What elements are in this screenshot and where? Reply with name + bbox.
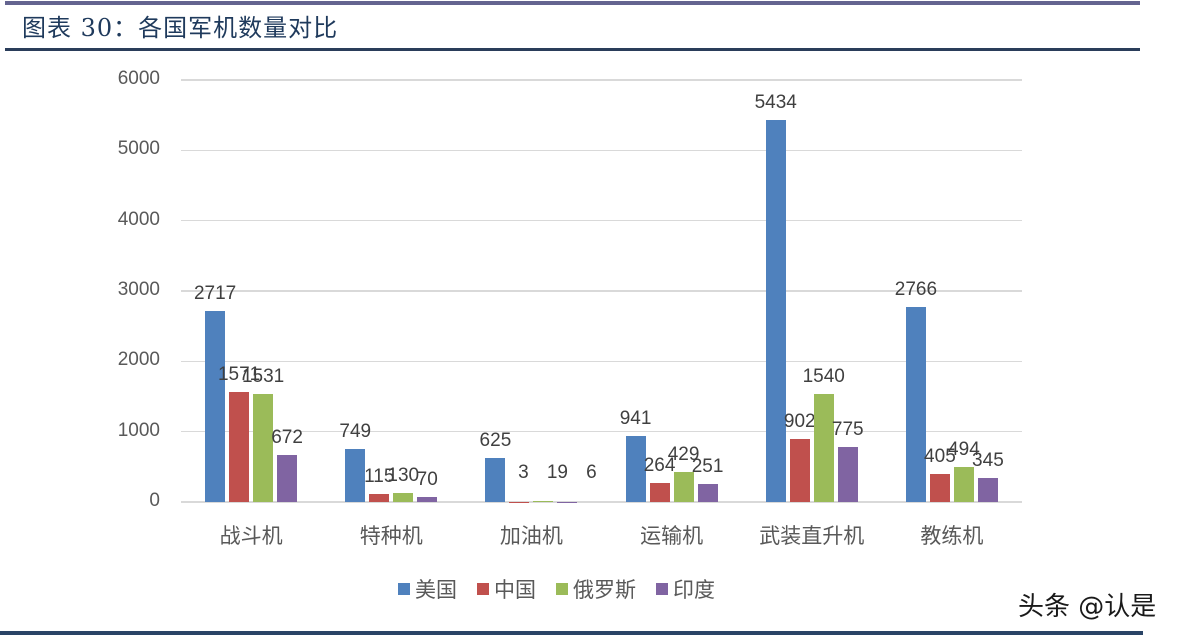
bar-印度-运输机 xyxy=(697,484,718,502)
watermark: 头条 @认是 xyxy=(1018,592,1157,622)
data-label: 1540 xyxy=(802,365,845,387)
bar-印度-教练机 xyxy=(977,477,998,502)
x-axis-category-label: 特种机 xyxy=(359,524,423,548)
bottom-rule xyxy=(0,631,1143,635)
gridline xyxy=(181,149,1022,152)
legend-swatch-icon xyxy=(656,583,668,595)
bar-俄罗斯-加油机 xyxy=(533,500,554,502)
y-axis-tick-label: 5000 xyxy=(117,138,160,160)
bar-俄罗斯-战斗机 xyxy=(253,394,274,502)
data-label: 749 xyxy=(339,421,372,443)
bar-印度-特种机 xyxy=(417,497,438,502)
x-axis-category-label: 运输机 xyxy=(640,524,704,548)
bar-中国-武装直升机 xyxy=(789,438,810,502)
y-axis-tick-label: 1000 xyxy=(117,419,160,441)
bar-印度-加油机 xyxy=(557,501,578,503)
legend-item: 印度 xyxy=(656,574,715,604)
bar-中国-教练机 xyxy=(929,473,950,502)
bar-美国-特种机 xyxy=(345,449,366,502)
legend-item: 美国 xyxy=(398,574,457,604)
bar-美国-教练机 xyxy=(905,307,926,502)
data-label: 130 xyxy=(387,464,420,486)
legend-swatch-icon xyxy=(477,583,489,595)
chart-legend: 美国 中国 俄罗斯 印度 xyxy=(398,574,735,604)
data-label: 6 xyxy=(586,462,597,483)
x-axis-category-label: 武装直升机 xyxy=(759,524,865,548)
gridline xyxy=(181,430,1022,433)
data-label: 775 xyxy=(831,419,864,441)
legend-label: 俄罗斯 xyxy=(573,578,636,602)
bar-俄罗斯-武装直升机 xyxy=(813,393,834,502)
data-label: 902 xyxy=(783,410,816,432)
legend-swatch-icon xyxy=(556,583,568,595)
bar-美国-武装直升机 xyxy=(765,119,786,502)
data-label: 19 xyxy=(546,462,568,483)
gridline xyxy=(181,219,1022,222)
data-label: 345 xyxy=(972,449,1004,471)
y-axis-tick-label: 0 xyxy=(149,490,160,511)
data-label: 251 xyxy=(691,456,724,478)
data-label: 2766 xyxy=(894,279,938,301)
data-label: 625 xyxy=(479,430,512,452)
gridline xyxy=(181,360,1022,363)
bar-中国-战斗机 xyxy=(229,391,250,502)
data-label: 5434 xyxy=(754,91,797,113)
gridline xyxy=(181,501,1022,503)
bar-俄罗斯-教练机 xyxy=(953,467,974,502)
data-label: 1571 xyxy=(217,363,261,385)
data-label: 672 xyxy=(271,426,303,448)
bar-中国-特种机 xyxy=(369,493,390,502)
data-label: 3 xyxy=(518,462,529,483)
legend-label: 美国 xyxy=(415,578,457,602)
bar-美国-加油机 xyxy=(485,458,506,502)
legend-item: 中国 xyxy=(477,574,536,604)
title-underline xyxy=(5,48,1140,51)
legend-label: 中国 xyxy=(494,578,536,602)
bar-美国-运输机 xyxy=(625,435,646,502)
legend-item: 俄罗斯 xyxy=(556,574,636,604)
top-rule xyxy=(5,1,1140,5)
bar-印度-战斗机 xyxy=(277,454,298,502)
x-axis-category-label: 教练机 xyxy=(920,524,984,548)
legend-swatch-icon xyxy=(398,583,410,595)
legend-label: 印度 xyxy=(673,578,715,602)
data-label: 405 xyxy=(924,445,956,467)
y-axis-tick-label: 4000 xyxy=(117,208,160,230)
bar-俄罗斯-特种机 xyxy=(393,492,414,502)
data-label: 429 xyxy=(667,443,700,465)
data-label: 70 xyxy=(416,469,438,491)
data-label: 264 xyxy=(643,455,676,477)
figure-title: 图表 30：各国军机数量对比 xyxy=(22,14,339,42)
y-axis-tick-label: 3000 xyxy=(117,279,160,300)
x-axis-category-label: 加油机 xyxy=(499,524,563,548)
y-axis-tick-label: 6000 xyxy=(117,68,160,89)
bar-中国-运输机 xyxy=(649,483,670,502)
data-label: 115 xyxy=(364,465,395,487)
bar-美国-战斗机 xyxy=(205,310,226,502)
bar-俄罗斯-运输机 xyxy=(673,471,694,502)
data-label: 941 xyxy=(619,407,652,429)
data-label: 1531 xyxy=(241,366,285,388)
y-axis-tick-label: 2000 xyxy=(117,349,160,371)
gridline xyxy=(181,290,1022,292)
bar-中国-加油机 xyxy=(509,501,530,503)
data-label: 2717 xyxy=(193,282,237,304)
bar-印度-武装直升机 xyxy=(837,447,858,502)
data-label: 494 xyxy=(948,439,980,461)
gridline xyxy=(181,79,1022,81)
x-axis-category-label: 战斗机 xyxy=(219,524,283,548)
